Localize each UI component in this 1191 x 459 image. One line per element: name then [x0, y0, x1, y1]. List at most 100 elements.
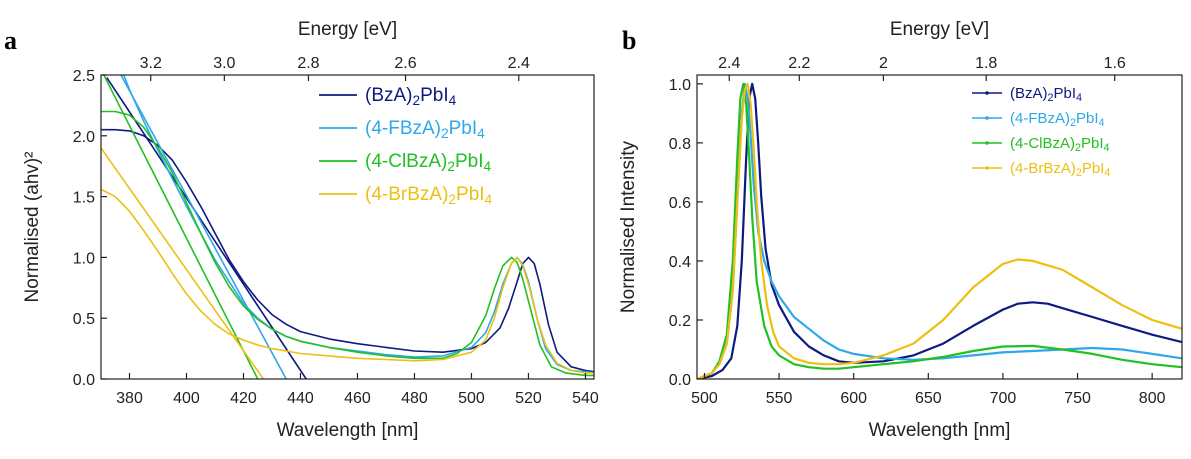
- panel-b-ytick-label-0: 0.0: [669, 372, 691, 389]
- panel-b-xtick-label-3: 650: [915, 390, 942, 407]
- panel-a-legend-label-1-part-1: 2: [441, 126, 449, 141]
- panel-a-legend-label-2-part-0: (4-ClBzA): [365, 151, 447, 172]
- panel-a-legend-label-0-part-3: 4: [449, 93, 457, 108]
- panel-a-xtick-label-0: 380: [116, 390, 143, 407]
- panel-b-legend-label-3-part-1: 2: [1076, 167, 1082, 179]
- panel-a-legend-label-0-part-2: PbI: [420, 85, 449, 106]
- panel-a-y-axis-title: Normalised (ahv)²: [22, 152, 43, 303]
- panel-a-legend-label-3-part-0: (4-BrBzA): [365, 184, 448, 205]
- panel-a-top-tick-label-2: 2.8: [297, 55, 319, 72]
- panel-a-series-1-line: [123, 75, 594, 374]
- panel-a-legend-label-3-part-1: 2: [448, 192, 456, 207]
- panel-b-legend-label-2-part-3: 4: [1104, 142, 1110, 154]
- panel-b-series-2-line: [697, 82, 1182, 379]
- panel-a-ytick-label-3: 1.5: [73, 190, 95, 207]
- panel-b-legend-label-3-part-2: PbI: [1082, 160, 1105, 177]
- panel-b-legend-label-2-part-1: 2: [1075, 142, 1081, 154]
- panel-b-legend-label-0-part-1: 2: [1048, 92, 1054, 104]
- panel-b-series-1-line: [697, 82, 1182, 379]
- panel-b-x-axis-title: Wavelength [nm]: [869, 420, 1011, 441]
- panel-a-series-1-fit-line: [120, 75, 287, 379]
- chart-panel-b: 500 550 600 650 700 750 800 0.0 0.2 0.4 0.6 0.8 1.0 2…: [618, 19, 1183, 441]
- panel-b-legend-label-1-part-0: (4-FBzA): [1010, 110, 1070, 127]
- panel-b-top-tick-label-4: 1.6: [1104, 55, 1126, 72]
- panel-a-ytick-label-2: 1.0: [73, 250, 95, 267]
- panel-b-xtick-label-1: 550: [766, 390, 793, 407]
- panel-a-legend-label-1-part-3: 4: [477, 126, 485, 141]
- panel-b-ytick-label-1: 0.2: [669, 313, 691, 330]
- panel-a-x-axis-title: Wavelength [nm]: [277, 420, 419, 441]
- panel-a-series-3-line: [101, 188, 594, 374]
- panel-a-xtick-label-8: 540: [572, 390, 599, 407]
- panel-b-legend-marker-1: [985, 116, 989, 120]
- panel-a-legend-label-2: (4-ClBzA)2PbI4: [365, 151, 491, 174]
- panel-a-ytick-label-1: 0.5: [73, 311, 95, 328]
- panel-a-legend-label-2-part-2: PbI: [455, 151, 484, 172]
- panel-b-ytick-label-2: 0.4: [669, 254, 691, 271]
- panel-b-xtick-label-6: 800: [1139, 390, 1166, 407]
- panel-b-top-tick-label-1: 2.2: [788, 55, 810, 72]
- panel-b-letter: b: [622, 26, 637, 55]
- panel-b-legend-label-2-part-2: PbI: [1081, 135, 1104, 152]
- panel-b-top-axis-title: Energy [eV]: [890, 19, 989, 40]
- panel-b-y-axis-title: Normalised Intensity: [618, 140, 639, 313]
- panel-b-series-3-line: [697, 82, 1182, 379]
- panel-a-xtick-label-3: 440: [287, 390, 314, 407]
- panel-a-ytick-label-0: 0.0: [73, 372, 95, 389]
- panel-b-legend-label-2: (4-ClBzA)2PbI4: [1010, 135, 1110, 154]
- panel-b-legend-label-1-part-1: 2: [1070, 117, 1076, 129]
- panel-a-series-2-line: [101, 110, 594, 377]
- panel-a-frame: [100, 74, 595, 380]
- panel-a-ytick-label-5: 2.5: [73, 68, 95, 85]
- panel-a-legend-label-3-part-2: PbI: [456, 184, 485, 205]
- panel-a-ytick-label-4: 2.0: [73, 129, 95, 146]
- panel-a-series-0-line: [101, 128, 594, 373]
- panel-b-top-tick-label-2: 2: [879, 55, 888, 72]
- panel-b-plot-area: [697, 82, 1182, 379]
- panel-b-legend-label-1-part-2: PbI: [1076, 110, 1099, 127]
- panel-a-series-0-fit-line: [106, 76, 307, 379]
- panel-a-xtick-label-5: 480: [401, 390, 428, 407]
- panel-a-legend-label-3: (4-BrBzA)2PbI4: [365, 184, 493, 207]
- panel-a-xtick-label-2: 420: [230, 390, 257, 407]
- chart-panel-a: 380 400 420 440 460 480 500 520 540 0.0 0.5 1.0 1.5 2…: [22, 19, 599, 441]
- panel-b-legend-label-0-part-0: (BzA): [1010, 85, 1048, 102]
- panel-b-legend-label-0: (BzA)2PbI4: [1010, 85, 1082, 104]
- panel-a-legend-label-2-part-1: 2: [447, 159, 455, 174]
- panel-a-legend-label-2-part-3: 4: [483, 159, 491, 174]
- panel-a-series-2-fit-line: [103, 75, 259, 379]
- panel-b-ytick-label-4: 0.8: [669, 136, 691, 153]
- panel-b-series-0-line: [697, 82, 1182, 379]
- panel-a-series-3-fit-line: [101, 147, 265, 379]
- panel-b-legend-label-3-part-3: 4: [1104, 167, 1110, 179]
- panel-a-legend-label-1-part-0: (4-FBzA): [365, 118, 441, 139]
- panel-b-legend-label-3-part-0: (4-BrBzA): [1010, 160, 1076, 177]
- panel-a-letter: a: [4, 26, 17, 55]
- panel-a-top-axis-title: Energy [eV]: [298, 19, 397, 40]
- panel-a-legend-label-3-part-3: 4: [485, 192, 493, 207]
- panel-a-legend-label-1-part-2: PbI: [449, 118, 478, 139]
- panel-a-legend-label-0-part-0: (BzA): [365, 85, 413, 106]
- panel-b-legend-label-0-part-2: PbI: [1054, 85, 1077, 102]
- panel-b-legend-marker-2: [985, 141, 989, 145]
- panel-a-plot-area: [101, 75, 594, 379]
- panel-b-top-tick-label-0: 2.4: [718, 55, 740, 72]
- panel-a-xtick-label-7: 520: [515, 390, 542, 407]
- panel-a-legend-label-0: (BzA)2PbI4: [365, 85, 457, 108]
- panel-b-ytick-label-3: 0.6: [669, 195, 691, 212]
- panel-a-top-tick-label-1: 3.0: [213, 55, 235, 72]
- panel-a-xtick-label-1: 400: [173, 390, 200, 407]
- panel-b-ytick-label-5: 1.0: [669, 77, 691, 94]
- panel-b-legend-label-1-part-3: 4: [1099, 117, 1105, 129]
- panel-b-legend-label-0-part-3: 4: [1076, 92, 1082, 104]
- panel-a-xtick-label-4: 460: [344, 390, 371, 407]
- panel-b-legend-label-3: (4-BrBzA)2PbI4: [1010, 160, 1110, 179]
- panel-a-top-tick-label-0: 3.2: [140, 55, 162, 72]
- panel-a-top-tick-label-3: 2.6: [394, 55, 416, 72]
- panel-b-legend-label-2-part-0: (4-ClBzA): [1010, 135, 1075, 152]
- panel-b-xtick-label-0: 500: [691, 390, 718, 407]
- panel-a-legend-label-1: (4-FBzA)2PbI4: [365, 118, 485, 141]
- panel-b-legend-label-1: (4-FBzA)2PbI4: [1010, 110, 1105, 129]
- panel-b-frame: [696, 74, 1183, 380]
